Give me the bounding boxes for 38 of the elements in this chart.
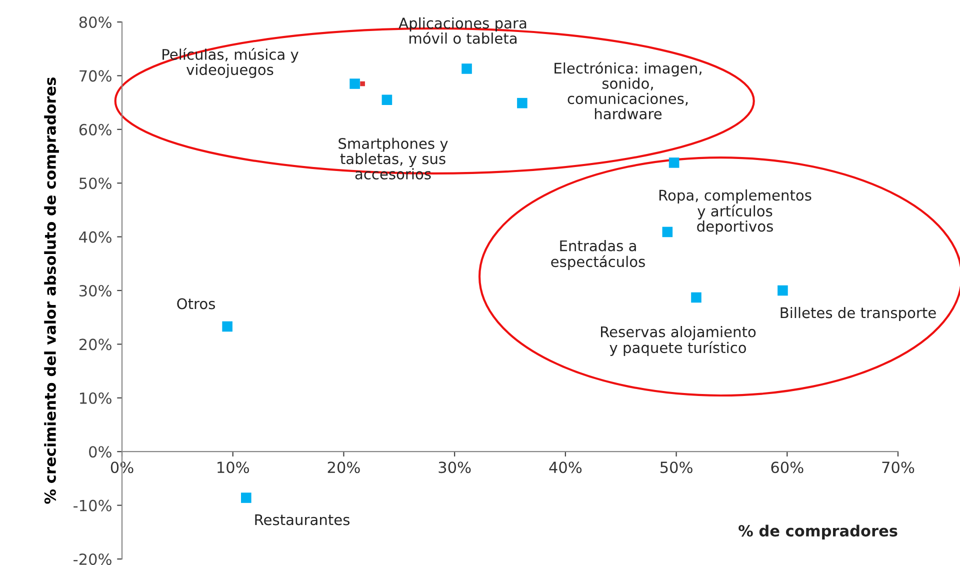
point bbox=[662, 226, 673, 238]
point bbox=[778, 285, 788, 296]
y-tick-label: 60% bbox=[79, 124, 112, 136]
point bbox=[382, 94, 392, 106]
point bbox=[360, 81, 365, 86]
y-tick-label: -20% bbox=[74, 553, 112, 565]
annotation: Billetes de transporte bbox=[780, 306, 936, 322]
x-axis-title: % de compradores bbox=[738, 524, 898, 540]
y-tick-label: 40% bbox=[79, 231, 112, 243]
y-tick-label: 70% bbox=[80, 70, 112, 82]
annotation: Electrónica: imagen, sonido, comunicaciones, hardware bbox=[554, 62, 702, 120]
x-tick-label: 60% bbox=[771, 462, 804, 474]
y-tick-label: -10% bbox=[74, 500, 112, 512]
x-tick-label: 70% bbox=[882, 462, 914, 474]
point bbox=[517, 98, 528, 108]
annotation: Ropa, complementos y artículos deportivos bbox=[659, 189, 812, 235]
x-tick-label: 10% bbox=[218, 462, 249, 474]
y-tick-label: 30% bbox=[79, 284, 112, 297]
point bbox=[350, 78, 360, 89]
y-axis-title: % crecimiento del valor absoluto de compradores bbox=[44, 78, 59, 504]
annotation: Restaurantes bbox=[255, 514, 350, 526]
point bbox=[241, 492, 252, 503]
y-tick-label: 0% bbox=[89, 446, 112, 458]
annotation: Otros bbox=[177, 298, 215, 310]
annotation: Reservas alojamiento y paquete turístico bbox=[601, 326, 756, 356]
y-tick-label: 80% bbox=[79, 16, 112, 28]
x-tick-label: 40% bbox=[549, 462, 582, 474]
x-tick-label: 30% bbox=[438, 462, 471, 474]
x-tick-label: 50% bbox=[660, 462, 692, 474]
annotation: Entradas a espectáculos bbox=[551, 240, 645, 270]
y-tick-label: 50% bbox=[80, 178, 112, 190]
point bbox=[222, 321, 232, 332]
point bbox=[691, 292, 702, 303]
x-tick-label: 20% bbox=[328, 462, 360, 474]
point bbox=[462, 64, 472, 74]
y-tick-label: 10% bbox=[80, 392, 112, 404]
point bbox=[668, 158, 680, 168]
y-tick-label: 20% bbox=[79, 338, 112, 350]
